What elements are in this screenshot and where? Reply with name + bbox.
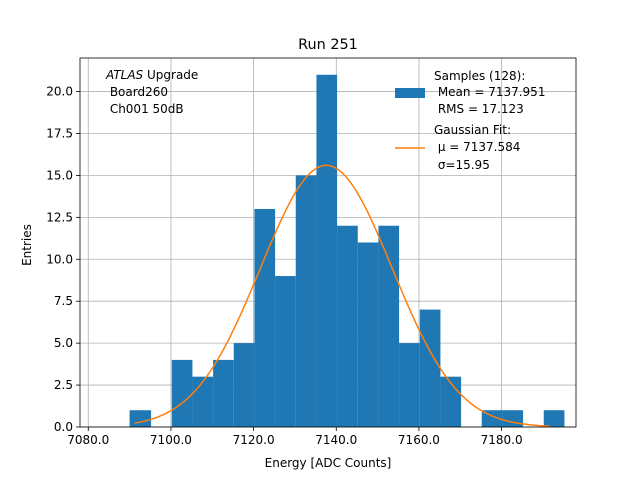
histogram-bar bbox=[378, 225, 400, 427]
histogram-bar bbox=[233, 343, 255, 427]
tick-labels: 7080.0 7100.0 7120.0 7140.0 7160.0 7180.0 0.0 2… bbox=[46, 85, 522, 447]
axes bbox=[79, 57, 577, 428]
legend-samples-swatch bbox=[395, 88, 425, 98]
annotation-box: ATLAS Upgrade Board260 Ch001 50dB bbox=[105, 68, 198, 116]
histogram-bars bbox=[129, 74, 565, 427]
histogram-bar bbox=[440, 376, 462, 427]
legend-fit-line-3: σ=15.95 bbox=[434, 158, 490, 172]
x-tick-label: 7100.0 bbox=[150, 433, 192, 447]
histogram-bar bbox=[316, 74, 338, 427]
annotation-line-1: ATLAS Upgrade bbox=[105, 68, 198, 82]
histogram-bar bbox=[254, 208, 276, 427]
annotation-line-2: Board260 bbox=[106, 85, 168, 99]
histogram-bar bbox=[357, 242, 379, 427]
legend-samples-line-2: Mean = 7137.951 bbox=[434, 85, 545, 99]
y-tick-label: 10.0 bbox=[46, 252, 73, 266]
y-tick-label: 5.0 bbox=[54, 336, 73, 350]
plot-frame bbox=[79, 57, 577, 428]
histogram-bar bbox=[399, 343, 420, 427]
histogram-bar bbox=[192, 376, 214, 427]
y-tick-label: 7.5 bbox=[54, 294, 73, 308]
histogram-bar bbox=[419, 309, 441, 427]
histogram-bar bbox=[502, 410, 524, 427]
x-tick-label: 7180.0 bbox=[481, 433, 523, 447]
histogram-bar bbox=[337, 225, 358, 427]
y-tick-label: 12.5 bbox=[46, 210, 73, 224]
legend-fit-line-2: μ = 7137.584 bbox=[434, 140, 520, 154]
annotation-line-3: Ch001 50dB bbox=[106, 102, 184, 116]
histogram-bar bbox=[481, 410, 503, 427]
y-tick-label: 20.0 bbox=[46, 85, 73, 99]
y-axis-label: Entries bbox=[20, 224, 34, 266]
x-tick-label: 7140.0 bbox=[315, 433, 357, 447]
y-tick-label: 17.5 bbox=[46, 126, 73, 140]
x-tick-label: 7160.0 bbox=[398, 433, 440, 447]
y-tick-label: 15.0 bbox=[46, 168, 73, 182]
legend: Samples (128): Mean = 7137.951 RMS = 17.… bbox=[395, 69, 545, 172]
x-tick-label: 7120.0 bbox=[233, 433, 275, 447]
gaussian-fit-curve bbox=[134, 164, 550, 427]
histogram-bar bbox=[295, 175, 317, 427]
legend-samples-line-3: RMS = 17.123 bbox=[434, 102, 524, 116]
x-tick-label: 7080.0 bbox=[67, 433, 109, 447]
histogram-bar bbox=[171, 359, 193, 427]
legend-fit-line-1: Gaussian Fit: bbox=[434, 123, 511, 137]
y-tick-label: 2.5 bbox=[54, 378, 73, 392]
histogram-bar bbox=[213, 359, 234, 427]
y-tick-label: 0.0 bbox=[54, 420, 73, 434]
legend-samples-line-1: Samples (128): bbox=[434, 69, 525, 83]
x-axis-label: Energy [ADC Counts] bbox=[265, 456, 392, 470]
annotation-atlas: ATLAS bbox=[105, 68, 144, 82]
chart-title: Run 251 bbox=[298, 37, 358, 53]
annotation-upgrade: Upgrade bbox=[143, 68, 198, 82]
histogram-bar bbox=[275, 276, 296, 427]
histogram-bar bbox=[129, 410, 152, 427]
gaussian-fit-layer bbox=[134, 164, 550, 427]
histogram-bar bbox=[543, 410, 565, 427]
